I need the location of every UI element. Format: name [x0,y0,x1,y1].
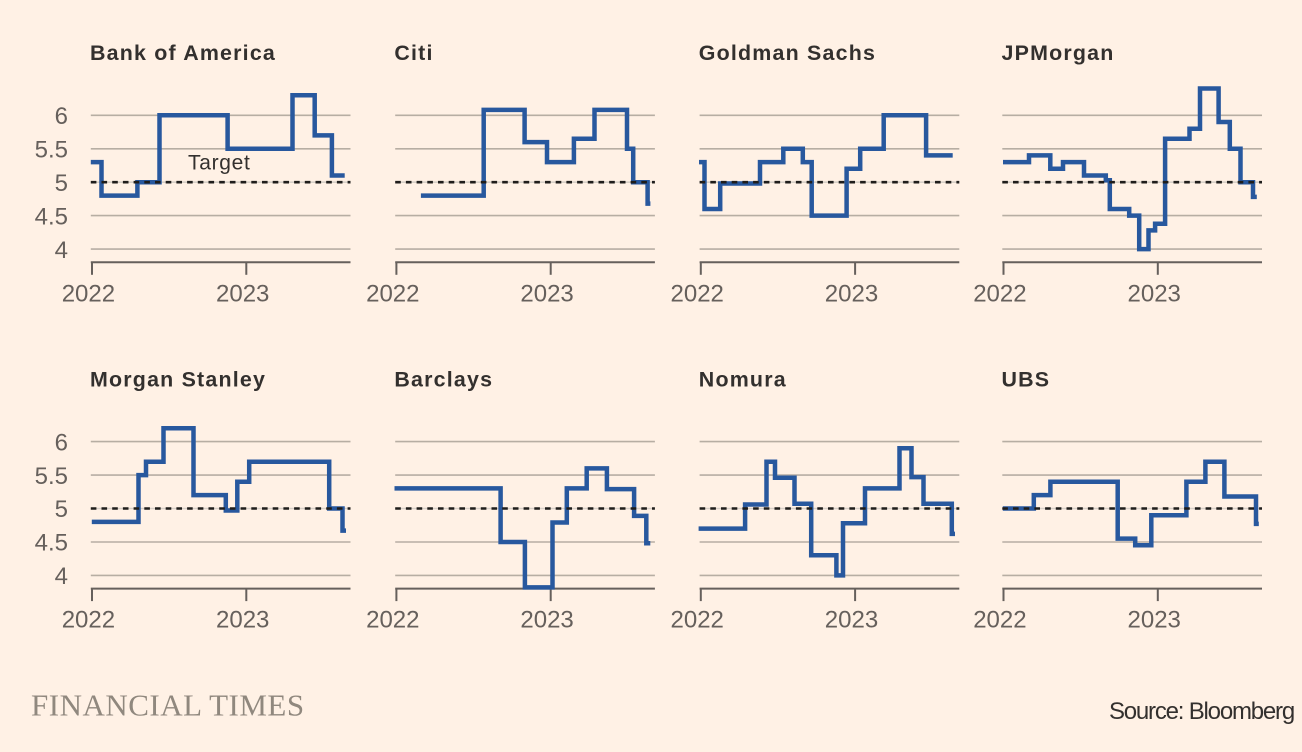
svg-text:4.5: 4.5 [35,203,68,230]
svg-text:5: 5 [55,496,68,523]
svg-text:2023: 2023 [216,281,269,308]
svg-text:5.5: 5.5 [35,137,68,164]
svg-text:Morgan Stanley: Morgan Stanley [90,367,266,391]
svg-text:6: 6 [55,103,68,130]
svg-text:2023: 2023 [520,607,573,634]
svg-text:2022: 2022 [671,607,724,634]
svg-text:Citi: Citi [394,41,433,65]
svg-text:2022: 2022 [973,607,1026,634]
svg-text:Bank of America: Bank of America [90,41,276,65]
svg-text:2022: 2022 [671,281,724,308]
svg-text:4: 4 [55,563,68,590]
svg-text:5.5: 5.5 [35,463,68,490]
svg-text:2022: 2022 [973,281,1026,308]
svg-text:Source: Bloomberg: Source: Bloomberg [1109,698,1294,725]
svg-text:Barclays: Barclays [394,367,493,391]
svg-text:2023: 2023 [216,607,269,634]
svg-text:FINANCIAL TIMES: FINANCIAL TIMES [31,688,305,723]
svg-text:2022: 2022 [366,281,419,308]
svg-text:Nomura: Nomura [699,367,787,391]
svg-text:2023: 2023 [825,281,878,308]
svg-text:2023: 2023 [1128,607,1181,634]
svg-text:2023: 2023 [520,281,573,308]
svg-text:JPMorgan: JPMorgan [1002,41,1115,65]
svg-text:2022: 2022 [62,281,115,308]
svg-text:Target: Target [188,151,251,174]
svg-text:4: 4 [55,237,68,264]
svg-text:UBS: UBS [1002,367,1051,391]
svg-text:2022: 2022 [366,607,419,634]
svg-text:4.5: 4.5 [35,530,68,557]
svg-text:2022: 2022 [62,607,115,634]
svg-text:2023: 2023 [825,607,878,634]
svg-text:5: 5 [55,170,68,197]
svg-text:2023: 2023 [1128,281,1181,308]
svg-text:Goldman Sachs: Goldman Sachs [699,41,876,65]
svg-text:6: 6 [55,429,68,456]
